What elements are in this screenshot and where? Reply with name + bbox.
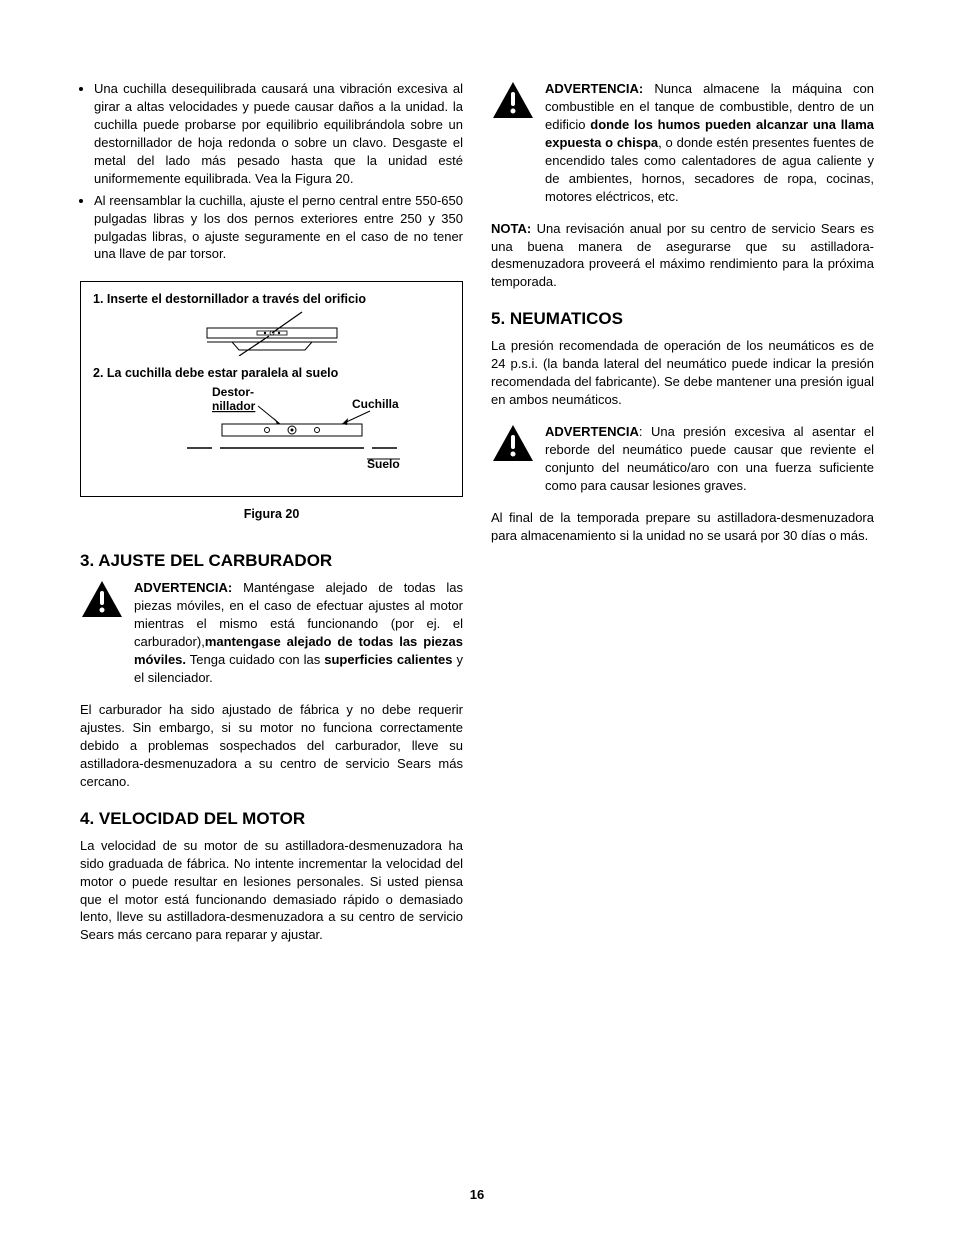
svg-text:Destor-: Destor-	[212, 385, 254, 399]
section-5-paragraph-2: Al final de la temporada prepare su asti…	[491, 509, 874, 545]
figure-step-2: 2. La cuchilla debe estar paralela al su…	[93, 366, 450, 380]
nota-text: Una revisación anual por su centro de se…	[491, 221, 874, 290]
nota-paragraph: NOTA: Una revisación anual por su centro…	[491, 220, 874, 292]
warning-block-tires: ADVERTENCIA: Una presión excesiva al ase…	[491, 423, 874, 495]
warning-bold-2: superficies calientes	[324, 652, 452, 667]
bullet-item: Una cuchilla desequilibrada causará una …	[94, 80, 463, 188]
section-4-heading: 4. VELOCIDAD DEL MOTOR	[80, 809, 463, 829]
warning-text: ADVERTENCIA: Una presión excesiva al ase…	[545, 423, 874, 495]
nota-label: NOTA:	[491, 221, 531, 236]
section-3-paragraph: El carburador ha sido ajustado de fábric…	[80, 701, 463, 791]
figure-20-box: 1. Inserte el destornillador a través de…	[80, 281, 463, 497]
warning-triangle-icon	[491, 423, 535, 463]
bullet-list: Una cuchilla desequilibrada causará una …	[80, 80, 463, 263]
warning-text: ADVERTENCIA: Manténgase alejado de todas…	[134, 579, 463, 687]
right-column: ADVERTENCIA: Nunca almacene la máquina c…	[491, 80, 874, 958]
warning-label: ADVERTENCIA:	[545, 81, 643, 96]
warning-text: ADVERTENCIA: Nunca almacene la máquina c…	[545, 80, 874, 206]
warning-block-storage: ADVERTENCIA: Nunca almacene la máquina c…	[491, 80, 874, 206]
figure-step-1: 1. Inserte el destornillador a través de…	[93, 292, 450, 306]
warning-block-carburador: ADVERTENCIA: Manténgase alejado de todas…	[80, 579, 463, 687]
section-4-paragraph: La velocidad de su motor de su astillado…	[80, 837, 463, 945]
section-5-heading: 5. NEUMATICOS	[491, 309, 874, 329]
figure-diagram-2: Destor- nillador Cuchilla Suelo	[112, 384, 432, 472]
warning-triangle-icon	[491, 80, 535, 120]
section-3-heading: 3. AJUSTE DEL CARBURADOR	[80, 551, 463, 571]
svg-text:nillador: nillador	[212, 399, 256, 413]
two-column-layout: Una cuchilla desequilibrada causará una …	[80, 80, 874, 958]
warning-triangle-icon	[80, 579, 124, 619]
warning-label: ADVERTENCIA:	[134, 580, 232, 595]
warning-label: ADVERTENCIA	[545, 424, 639, 439]
section-5-paragraph-1: La presión recomendada de operación de l…	[491, 337, 874, 409]
page-number: 16	[0, 1187, 954, 1202]
figure-diagram-1	[177, 310, 367, 356]
left-column: Una cuchilla desequilibrada causará una …	[80, 80, 463, 958]
warning-body-2: Tenga cuidado con las	[186, 652, 324, 667]
svg-text:Cuchilla: Cuchilla	[352, 397, 399, 411]
figure-caption: Figura 20	[80, 507, 463, 521]
bullet-item: Al reensamblar la cuchilla, ajuste el pe…	[94, 192, 463, 264]
